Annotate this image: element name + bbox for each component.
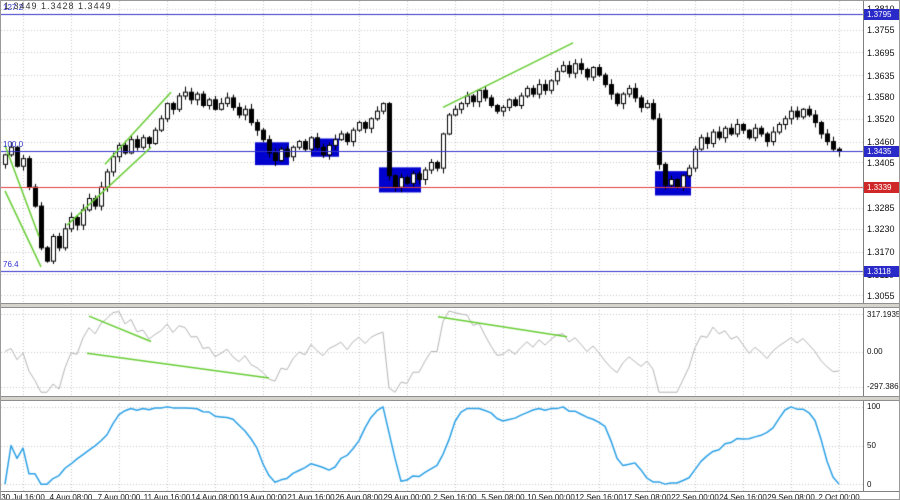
time-tick-label: 5 Sep 08:00	[481, 493, 525, 500]
price-tick-label: 1.3695	[867, 47, 895, 58]
fib-level-label: 100.0	[3, 140, 24, 150]
time-tick-label: 2 Oct 00:00	[818, 493, 860, 500]
price-badge: 1.3795	[864, 8, 899, 20]
time-tick-label: 22 Sep 00:00	[671, 493, 719, 500]
time-tick-label: 17 Sep 08:00	[623, 493, 671, 500]
price-tick-label: 1.3170	[867, 247, 895, 258]
price-tick-label: 1.3580	[867, 91, 895, 102]
price-tick-label: 1.3055	[867, 290, 895, 301]
time-tick-label: 29 Sep 08:00	[767, 493, 815, 500]
time-tick-label: 30 Jul 16:00	[1, 493, 45, 500]
time-tick-label: 21 Aug 16:00	[287, 493, 335, 500]
time-tick-label: 10 Sep 00:00	[527, 493, 575, 500]
price-axis[interactable]: 1.38101.37551.36951.36351.35801.35201.34…	[863, 1, 900, 491]
time-tick-label: 2 Sep 16:00	[433, 493, 477, 500]
time-tick-label: 14 Aug 08:00	[191, 493, 239, 500]
time-tick-label: 19 Aug 00:00	[239, 493, 287, 500]
time-tick-label: 11 Aug 16:00	[143, 493, 191, 500]
fib-level-label: 76.4	[3, 260, 19, 270]
price-tick-label: 1.3755	[867, 25, 895, 36]
indicator-tick-label: 317.1935	[867, 309, 900, 319]
time-tick-label: 29 Aug 00:00	[383, 493, 431, 500]
time-tick-label: 7 Aug 00:00	[97, 493, 141, 500]
panel-separator-1[interactable]	[1, 303, 899, 308]
panel-separator-2[interactable]	[1, 396, 899, 401]
quote-display: 1.3449 1.3428 1.3449	[4, 1, 112, 11]
time-tick-label: 12 Sep 16:00	[575, 493, 623, 500]
price-badge: 1.3435	[864, 145, 899, 157]
time-tick-label: 26 Aug 08:00	[335, 493, 383, 500]
price-tick-label: 1.3230	[867, 224, 895, 235]
indicator-tick-label: 100	[867, 402, 881, 412]
fib-level-label: 127.2	[3, 3, 24, 13]
indicator-tick-label: 50	[867, 441, 876, 450]
price-tick-label: 1.3460	[867, 137, 895, 148]
indicator-tick-label: 0	[867, 479, 872, 489]
price-tick-label: 1.3285	[867, 203, 895, 214]
time-axis[interactable]: 30 Jul 16:00 4 Aug 08:00 7 Aug 00:00 11 Aug…	[1, 491, 899, 500]
time-tick-label: 24 Sep 16:00	[719, 493, 767, 500]
indicator-tick-label: 0.00	[867, 347, 883, 356]
price-tick-label: 1.3520	[867, 114, 895, 125]
indicator-tick-label: -297.386	[867, 382, 899, 392]
time-tick-label: 4 Aug 08:00	[49, 493, 93, 500]
price-badge: 1.3339	[864, 181, 899, 193]
price-tick-label: 1.3405	[867, 157, 895, 168]
price-badge: 1.3118	[864, 265, 899, 277]
chart-canvas[interactable]	[1, 1, 899, 491]
price-tick-label: 1.3635	[867, 70, 895, 81]
